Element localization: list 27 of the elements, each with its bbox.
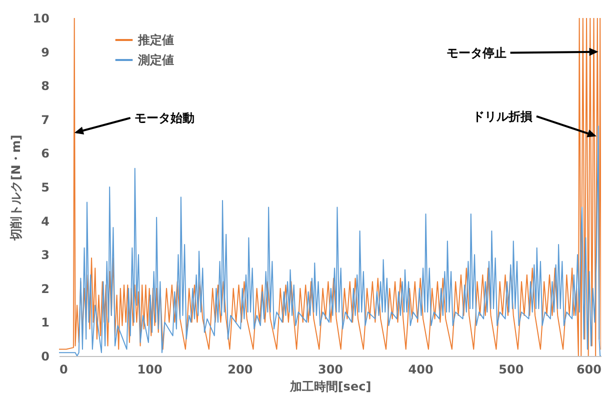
y-tick-label: 9 — [41, 45, 50, 60]
x-axis-title: 加工時間[sec] — [288, 380, 372, 394]
y-tick-label: 3 — [41, 248, 50, 262]
y-axis-title: 切削トルク[N・m] — [8, 134, 23, 242]
y-tick-label: 2 — [41, 282, 50, 296]
annotation: ドリル折損 — [472, 109, 532, 124]
line-series — [59, 18, 601, 356]
line-series — [59, 126, 601, 356]
annotation: モータ停止 — [446, 46, 506, 60]
y-tick-label: 7 — [41, 112, 50, 127]
y-tick-label: 4 — [41, 214, 50, 228]
x-tick-label: 0 — [60, 362, 68, 376]
x-tick-label: 300 — [318, 362, 344, 376]
y-tick-label: 8 — [41, 79, 50, 94]
y-tick-label: 5 — [41, 180, 50, 194]
x-tick-label: 100 — [137, 362, 162, 376]
annotation: モータ始動 — [134, 110, 194, 125]
y-tick-label: 0 — [41, 350, 50, 364]
x-tick-label: 400 — [408, 362, 434, 376]
x-tick-label: 600 — [576, 362, 602, 376]
x-tick-label: 200 — [228, 362, 253, 376]
x-tick-label: 500 — [498, 362, 524, 376]
legend-label: 推定値 — [137, 33, 174, 47]
y-tick-label: 6 — [41, 146, 50, 161]
y-tick-label: 1 — [41, 316, 50, 330]
y-tick-label: 10 — [32, 12, 50, 26]
legend-label: 測定値 — [137, 53, 174, 67]
